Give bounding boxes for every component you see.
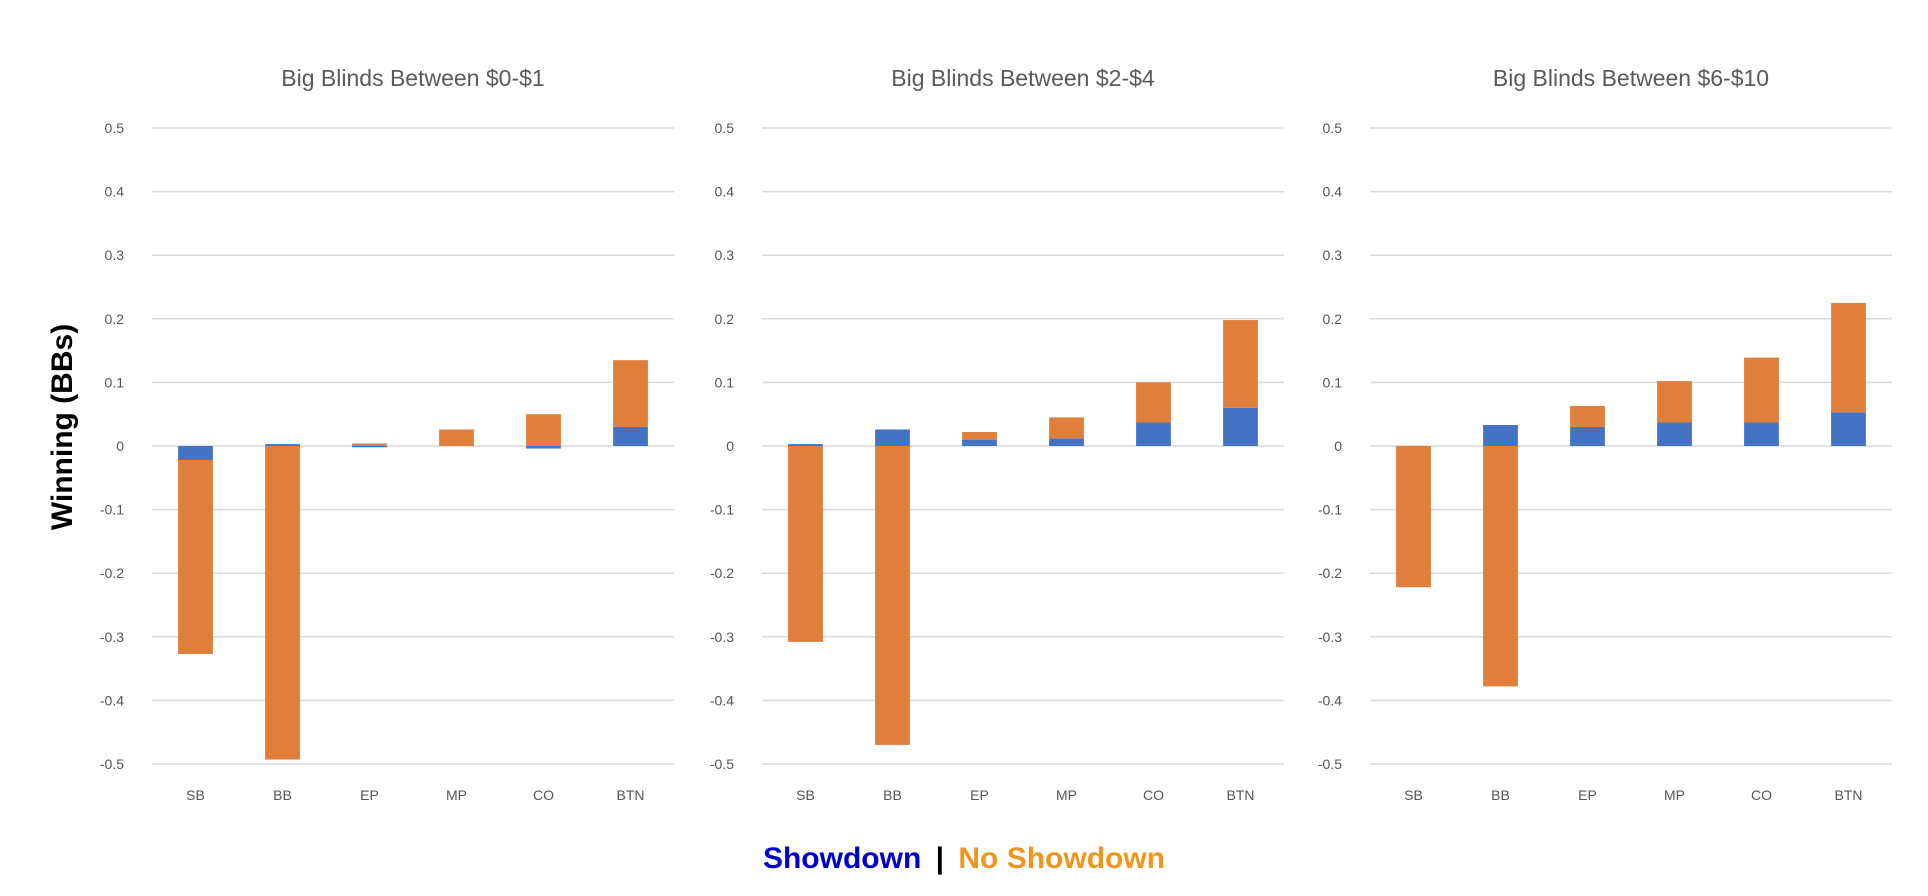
bar-no-showdown-co — [1136, 382, 1171, 423]
y-tick-label: -0.4 — [710, 692, 734, 708]
y-tick-label: 0 — [116, 438, 124, 454]
y-tick-label: 0.5 — [715, 120, 735, 136]
x-tick-label: EP — [1578, 787, 1597, 803]
x-tick-label: BTN — [617, 787, 645, 803]
bar-no-showdown-mp — [439, 429, 474, 446]
x-tick-label: MP — [1056, 787, 1077, 803]
x-tick-label: SB — [186, 787, 205, 803]
chart-title: Big Blinds Between $0-$1 — [281, 65, 544, 91]
bar-no-showdown-mp — [1657, 381, 1692, 423]
chart-title: Big Blinds Between $2-$4 — [891, 65, 1155, 91]
y-tick-label: 0.4 — [105, 184, 125, 200]
y-tick-label: 0.3 — [715, 247, 735, 263]
bar-no-showdown-co — [1744, 357, 1779, 423]
x-tick-label: CO — [1751, 787, 1772, 803]
x-tick-label: EP — [970, 787, 989, 803]
bar-showdown-ep — [352, 446, 387, 448]
y-tick-label: 0.5 — [1323, 120, 1343, 136]
y-tick-label: 0.3 — [1323, 247, 1343, 263]
y-tick-label: 0.2 — [715, 311, 735, 327]
bar-showdown-co — [1744, 422, 1779, 446]
legend: Showdown | No Showdown — [0, 842, 1928, 876]
bar-showdown-btn — [613, 426, 648, 446]
y-tick-label: 0 — [1334, 438, 1342, 454]
y-tick-label: 0.1 — [1323, 374, 1343, 390]
bar-showdown-bb — [265, 444, 300, 446]
y-tick-label: -0.5 — [100, 756, 124, 772]
bar-showdown-mp — [1049, 438, 1084, 446]
bar-no-showdown-sb — [1396, 446, 1431, 588]
x-tick-label: BB — [883, 787, 902, 803]
bar-no-showdown-btn — [1223, 320, 1258, 408]
bar-showdown-sb — [788, 444, 823, 446]
x-tick-label: BTN — [1227, 787, 1255, 803]
legend-separator: | — [935, 842, 945, 875]
bar-no-showdown-mp — [1049, 417, 1084, 439]
bar-no-showdown-bb — [875, 446, 910, 745]
x-tick-label: BB — [273, 787, 292, 803]
y-axis-label: Winning (BBs) — [46, 324, 79, 530]
y-tick-label: -0.2 — [710, 565, 734, 581]
bar-no-showdown-btn — [1831, 302, 1866, 413]
bar-no-showdown-btn — [613, 360, 648, 427]
bar-showdown-btn — [1831, 412, 1866, 446]
y-tick-label: -0.2 — [1318, 565, 1342, 581]
chart-panel-2: Big Blinds Between $2-$4 0.5 0.4 0.3 0.2 0.1 0… — [710, 65, 1284, 803]
bar-no-showdown-co — [526, 414, 561, 446]
bar-no-showdown-bb — [265, 446, 300, 760]
x-tick-label: SB — [1404, 787, 1423, 803]
y-tick-label: 0.4 — [715, 184, 735, 200]
y-tick-label: -0.5 — [710, 756, 734, 772]
y-tick-label: 0.2 — [1323, 311, 1343, 327]
x-tick-label: BB — [1491, 787, 1510, 803]
chart-panel-3: Big Blinds Between $6-$10 0.5 0.4 0.3 0.2 0.1… — [1318, 65, 1892, 803]
y-tick-label: -0.1 — [100, 502, 124, 518]
y-tick-label: -0.5 — [1318, 756, 1342, 772]
y-tick-label: 0 — [726, 438, 734, 454]
bar-no-showdown-sb — [178, 459, 213, 654]
x-tick-label: MP — [446, 787, 467, 803]
bar-no-showdown-bb — [1483, 446, 1518, 687]
chart-panel-1: Big Blinds Between $0-$1 0.5 0.4 0.3 0.2 0.1 0… — [100, 65, 674, 803]
y-tick-label: -0.3 — [100, 629, 124, 645]
bar-showdown-ep — [1570, 426, 1605, 446]
bar-showdown-co — [1136, 422, 1171, 446]
x-tick-label: CO — [533, 787, 554, 803]
y-tick-label: -0.2 — [100, 565, 124, 581]
legend-showdown: Showdown — [762, 842, 922, 875]
bar-showdown-sb — [178, 446, 213, 460]
x-tick-label: CO — [1143, 787, 1164, 803]
x-tick-label: BTN — [1835, 787, 1863, 803]
y-tick-label: 0.1 — [715, 374, 735, 390]
x-tick-label: EP — [360, 787, 379, 803]
bar-no-showdown-ep — [1570, 405, 1605, 427]
y-tick-label: -0.3 — [1318, 629, 1342, 645]
y-tick-label: 0.5 — [105, 120, 125, 136]
y-tick-label: -0.4 — [1318, 692, 1342, 708]
bar-showdown-btn — [1223, 407, 1258, 446]
legend-no-showdown: No Showdown — [958, 842, 1166, 875]
bar-no-showdown-sb — [788, 446, 823, 642]
y-tick-label: 0.4 — [1323, 184, 1343, 200]
x-tick-label: MP — [1664, 787, 1685, 803]
x-tick-label: SB — [796, 787, 815, 803]
bar-showdown-ep — [962, 439, 997, 446]
bar-no-showdown-ep — [962, 432, 997, 440]
bar-showdown-bb — [875, 429, 910, 446]
y-tick-label: -0.1 — [1318, 502, 1342, 518]
bar-showdown-co — [526, 446, 561, 449]
bar-showdown-bb — [1483, 425, 1518, 446]
y-tick-label: 0.2 — [105, 311, 125, 327]
y-tick-label: 0.3 — [105, 247, 125, 263]
chart-title: Big Blinds Between $6-$10 — [1493, 65, 1769, 91]
bar-no-showdown-ep — [352, 443, 387, 446]
y-tick-label: -0.4 — [100, 692, 124, 708]
y-tick-label: -0.3 — [710, 629, 734, 645]
y-tick-label: 0.1 — [105, 374, 125, 390]
y-tick-label: -0.1 — [710, 502, 734, 518]
bar-showdown-mp — [1657, 422, 1692, 446]
